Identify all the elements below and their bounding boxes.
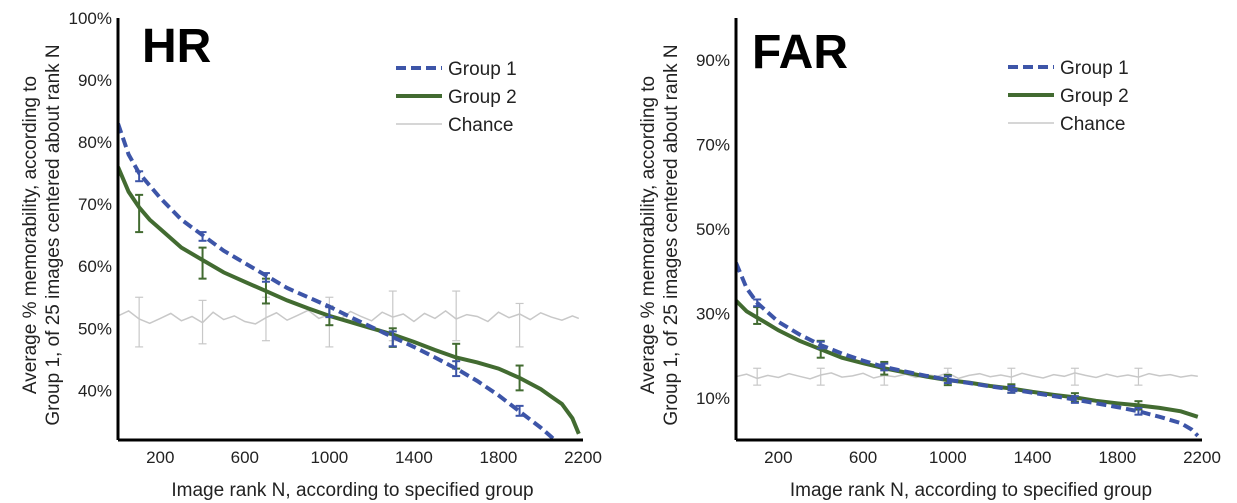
hr-y-tick-label: 50% — [78, 319, 112, 338]
hr-series-chance — [118, 290, 580, 348]
far-x-tick-label: 1400 — [1014, 448, 1052, 467]
far-y-tick-label: 90% — [696, 51, 730, 70]
hr-group-2-error-bar — [135, 193, 144, 234]
far-group-1-error-bar — [816, 340, 825, 350]
far-x-tick-label: 600 — [849, 448, 877, 467]
hr-group-1-error-bar — [452, 360, 461, 378]
far-x-tick-label: 1000 — [929, 448, 967, 467]
far-group-1-error-bar — [1070, 395, 1079, 404]
hr-chance-error-bar — [515, 302, 524, 348]
hr-y-axis-title-line1: Average % memorability, according to — [20, 76, 41, 394]
hr-legend-label-group-1: Group 1 — [448, 59, 517, 80]
hr-x-tick-label: 2200 — [564, 448, 602, 467]
far-x-tick-label: 1800 — [1098, 448, 1136, 467]
far-chance-error-bar — [816, 367, 825, 386]
far-chart-panel: 10% 30% 50% 70% 90% 200 600 1000 1400 1800 2200 Ima… — [638, 18, 1221, 501]
far-series-group-2 — [736, 299, 1199, 419]
hr-group-2-error-bar — [198, 246, 207, 280]
hr-x-tick-label: 1000 — [310, 448, 348, 467]
hr-chance-error-bar — [135, 296, 144, 348]
far-group-1-error-bar — [1007, 384, 1016, 394]
hr-chance-error-bar — [198, 299, 207, 345]
hr-group-1-line — [118, 122, 558, 440]
hr-chance-error-bar — [452, 290, 461, 342]
far-series-group-1 — [736, 262, 1200, 438]
far-y-axis-title-line1: Average % memorability, according to — [638, 76, 659, 394]
hr-group-2-error-bar — [515, 364, 524, 392]
hr-chart-panel: 40% 50% 60% 70% 80% 90% 100% 200 600 1000 1400 1800… — [20, 9, 602, 501]
hr-chart-title: HR — [142, 20, 211, 73]
hr-x-tick-label: 1800 — [480, 448, 518, 467]
far-y-tick-label: 10% — [696, 389, 730, 408]
hr-y-tick-label: 80% — [78, 133, 112, 152]
far-chance-line — [736, 372, 1198, 380]
far-legend-label-group-2: Group 2 — [1060, 86, 1129, 107]
hr-group-1-error-bar — [261, 272, 270, 283]
hr-y-tick-label: 100% — [69, 9, 112, 28]
far-group-1-line — [736, 262, 1200, 438]
hr-group-2-line — [118, 166, 581, 435]
hr-y-tick-label: 90% — [78, 71, 112, 90]
hr-series-group-1 — [118, 122, 558, 440]
hr-y-axis-title-line2: Group 1, of 25 images centered about ran… — [43, 44, 64, 425]
hr-group-1-error-bar — [135, 170, 144, 183]
far-group-1-error-bar — [1134, 406, 1143, 416]
far-y-tick-label: 70% — [696, 136, 730, 155]
far-chance-error-bar — [1134, 367, 1143, 386]
far-group-1-error-bar — [943, 375, 952, 385]
far-group-1-error-bar — [753, 298, 762, 308]
far-legend-label-group-1: Group 1 — [1060, 58, 1129, 79]
hr-series-group-2 — [118, 166, 581, 435]
hr-group-1-error-bar — [198, 231, 207, 242]
far-chance-error-bar — [753, 367, 762, 386]
hr-chance-line — [118, 309, 580, 325]
hr-x-tick-label: 600 — [231, 448, 259, 467]
far-x-axis-title: Image rank N, according to specified gro… — [790, 480, 1152, 501]
hr-x-tick-label: 200 — [146, 448, 174, 467]
far-x-tick-label: 200 — [764, 448, 792, 467]
hr-group-1-error-bar — [388, 330, 397, 348]
far-group-2-line — [736, 299, 1199, 419]
far-chance-error-bar — [1070, 367, 1079, 386]
hr-legend-label-group-2: Group 2 — [448, 87, 517, 108]
hr-x-tick-label: 1400 — [395, 448, 433, 467]
hr-group-1-error-bar — [325, 306, 334, 319]
hr-group-1-error-bar — [515, 404, 524, 417]
far-x-tick-label: 2200 — [1183, 448, 1221, 467]
hr-y-tick-label: 40% — [78, 381, 112, 400]
far-legend-label-chance: Chance — [1060, 114, 1126, 135]
hr-y-tick-label: 60% — [78, 257, 112, 276]
hr-x-axis-title: Image rank N, according to specified gro… — [171, 480, 533, 501]
far-legend: Group 1 Group 2 Chance — [1008, 58, 1129, 135]
far-group-1-error-bar — [880, 362, 889, 372]
far-y-tick-label: 50% — [696, 220, 730, 239]
far-y-tick-label: 30% — [696, 304, 730, 323]
hr-legend: Group 1 Group 2 Chance — [396, 59, 517, 136]
hr-legend-label-chance: Chance — [448, 115, 514, 136]
far-y-axis-title-line2: Group 1, of 25 images centered about ran… — [661, 44, 682, 425]
hr-y-tick-label: 70% — [78, 195, 112, 214]
far-chart-title: FAR — [752, 26, 848, 79]
